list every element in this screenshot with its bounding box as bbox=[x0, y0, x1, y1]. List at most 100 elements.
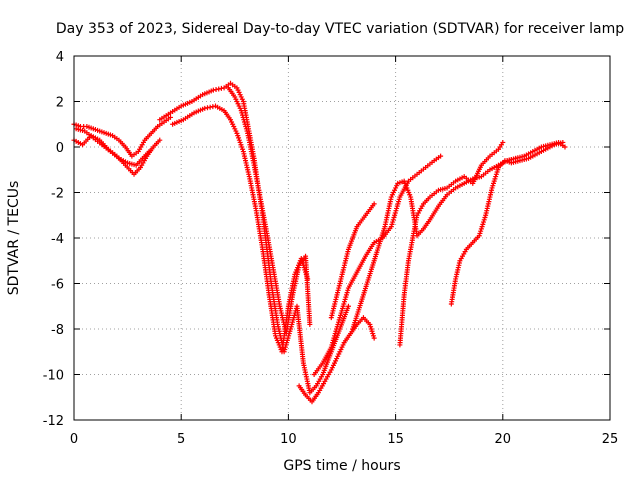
data-point bbox=[328, 344, 334, 350]
data-point bbox=[273, 335, 279, 341]
data-point bbox=[335, 321, 341, 327]
data-point bbox=[236, 137, 242, 143]
data-point bbox=[491, 178, 497, 184]
data-point bbox=[407, 192, 413, 198]
series-arc-1 bbox=[71, 114, 173, 159]
data-point bbox=[562, 144, 568, 150]
data-point bbox=[489, 185, 495, 191]
data-point bbox=[275, 340, 281, 346]
data-point bbox=[238, 142, 244, 148]
data-point bbox=[401, 178, 407, 184]
data-point bbox=[370, 331, 376, 337]
data-point bbox=[336, 319, 342, 325]
y-tick-label: -10 bbox=[43, 369, 64, 384]
data-point bbox=[337, 315, 343, 321]
data-point bbox=[342, 296, 348, 302]
data-point bbox=[286, 333, 292, 339]
data-point bbox=[146, 149, 152, 155]
data-point bbox=[392, 210, 398, 216]
y-tick-label: -12 bbox=[43, 414, 64, 429]
data-point bbox=[235, 133, 241, 139]
data-point bbox=[332, 331, 338, 337]
series-arc-8 bbox=[311, 153, 444, 377]
data-point bbox=[167, 114, 173, 120]
data-point bbox=[334, 326, 340, 332]
data-point bbox=[371, 201, 377, 207]
data-point bbox=[392, 212, 398, 218]
data-point bbox=[494, 169, 500, 175]
data-point bbox=[234, 130, 240, 136]
data-point bbox=[367, 321, 373, 327]
series-arc-6 bbox=[225, 85, 313, 337]
data-point bbox=[493, 174, 499, 180]
series-arc-9 bbox=[328, 201, 377, 321]
data-point bbox=[438, 153, 444, 159]
data-point bbox=[329, 342, 335, 348]
data-point bbox=[481, 217, 487, 223]
y-tick-label: -2 bbox=[51, 187, 64, 202]
data-point bbox=[307, 321, 313, 327]
data-point bbox=[482, 215, 488, 221]
data-point bbox=[290, 317, 296, 323]
data-point bbox=[368, 326, 374, 332]
grid bbox=[74, 56, 610, 420]
data-point bbox=[333, 328, 339, 334]
data-point bbox=[240, 146, 246, 152]
data-point bbox=[345, 303, 351, 309]
x-tick-label: 5 bbox=[177, 432, 185, 447]
data-point bbox=[370, 333, 376, 339]
data-point bbox=[239, 110, 245, 116]
y-tick-label: -6 bbox=[51, 278, 64, 293]
x-tick-label: 0 bbox=[70, 432, 78, 447]
data-point bbox=[332, 333, 338, 339]
data-point bbox=[368, 324, 374, 330]
x-tick-label: 25 bbox=[602, 432, 619, 447]
data-point bbox=[490, 183, 496, 189]
data-point bbox=[240, 112, 246, 118]
data-point bbox=[481, 219, 487, 225]
data-point bbox=[493, 171, 499, 177]
series-arc-11 bbox=[397, 139, 506, 348]
x-tick-label: 15 bbox=[387, 432, 404, 447]
data-point bbox=[390, 217, 396, 223]
data-point bbox=[476, 233, 482, 239]
series-arc-7 bbox=[296, 315, 377, 405]
data-point bbox=[341, 301, 347, 307]
data-point bbox=[495, 167, 501, 173]
data-point bbox=[339, 308, 345, 314]
data-point bbox=[338, 310, 344, 316]
data-point bbox=[236, 135, 242, 141]
data-point bbox=[492, 176, 498, 182]
data-layer bbox=[71, 80, 568, 405]
data-point bbox=[340, 303, 346, 309]
data-point bbox=[244, 128, 250, 134]
data-point bbox=[389, 221, 395, 227]
data-point bbox=[240, 114, 246, 120]
y-tick-label: 0 bbox=[56, 141, 64, 156]
y-tick-label: -4 bbox=[51, 232, 64, 247]
data-point bbox=[480, 221, 486, 227]
series-arc-3 bbox=[73, 126, 152, 168]
data-point bbox=[371, 335, 377, 341]
data-point bbox=[330, 337, 336, 343]
data-point bbox=[237, 139, 243, 145]
data-point bbox=[394, 205, 400, 211]
chart-title: Day 353 of 2023, Sidereal Day-to-day VTE… bbox=[56, 21, 624, 37]
data-point bbox=[341, 299, 347, 305]
data-point bbox=[243, 126, 249, 132]
data-point bbox=[388, 224, 394, 230]
data-point bbox=[369, 328, 375, 334]
data-point bbox=[396, 199, 402, 205]
data-point bbox=[291, 315, 297, 321]
data-point bbox=[241, 119, 247, 125]
data-point bbox=[334, 324, 340, 330]
data-point bbox=[402, 180, 408, 186]
data-point bbox=[338, 312, 344, 318]
data-point bbox=[478, 228, 484, 234]
data-point bbox=[491, 180, 497, 186]
data-point bbox=[344, 290, 350, 296]
data-point bbox=[396, 196, 402, 202]
data-point bbox=[330, 340, 336, 346]
y-tick-label: 4 bbox=[56, 50, 64, 65]
